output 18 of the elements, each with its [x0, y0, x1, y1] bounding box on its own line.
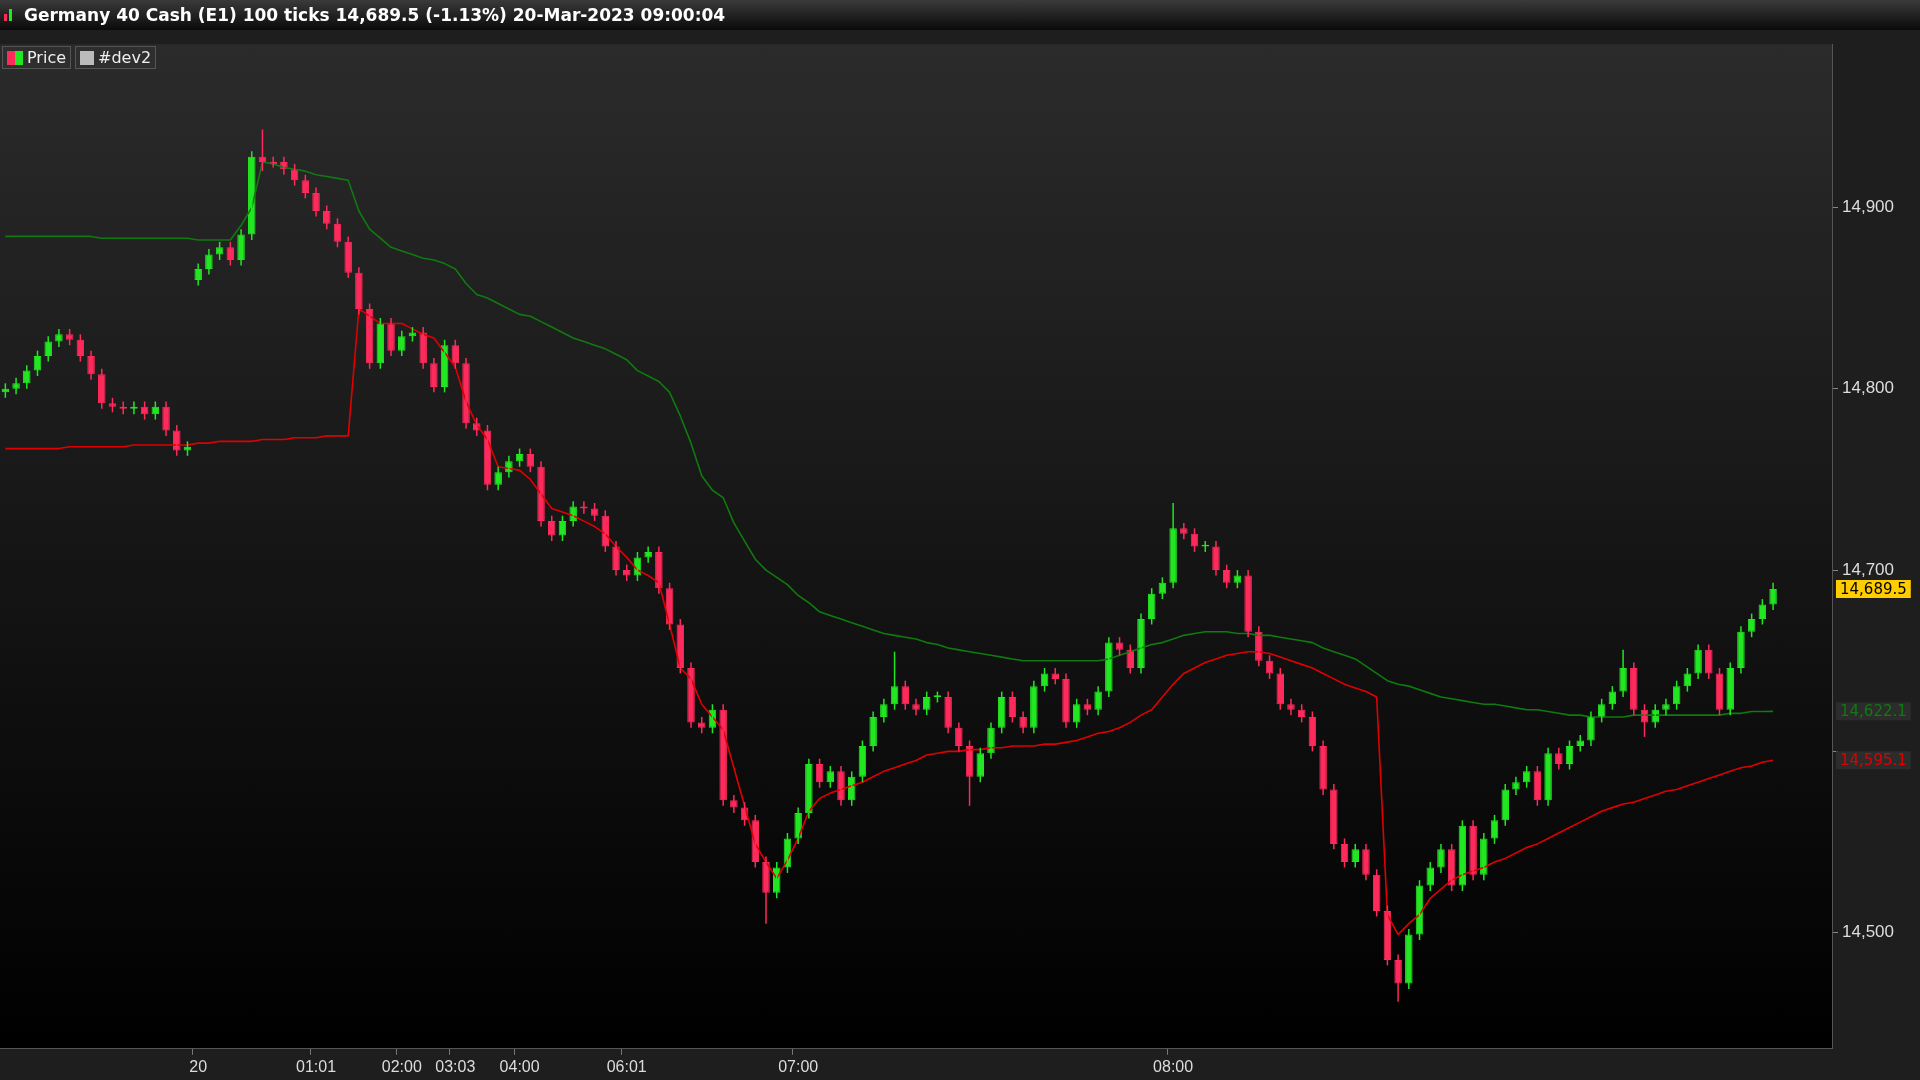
- text: 14,595.1: [1840, 751, 1907, 770]
- y-tick-label: 14,900: [1842, 197, 1894, 217]
- chart-title: Germany 40 Cash (E1) 100 ticks 14,689.5 (-1.13%) 20-Mar-2023 09:00:04: [24, 5, 726, 25]
- x-tick-label: 07:00: [778, 1057, 819, 1075]
- x-tick-label: 01:01: [296, 1057, 337, 1075]
- text: 14,622.1: [1840, 702, 1907, 721]
- x-tick-label: 08:00: [1153, 1057, 1194, 1075]
- x-tick-label: 02:00: [381, 1057, 422, 1075]
- y-tick-label: 14,700: [1842, 559, 1894, 579]
- text: 14,689.5: [1840, 580, 1907, 598]
- x-tick-label: 03:03: [435, 1057, 476, 1075]
- x-tick-label: 20: [189, 1057, 208, 1075]
- y-tick-label: 14,500: [1842, 922, 1894, 942]
- x-tick-label: 04:00: [499, 1057, 540, 1075]
- x-tick-label: 06:01: [606, 1057, 647, 1075]
- y-tick-label: 14,800: [1842, 378, 1894, 398]
- legend-label: Price: [27, 48, 67, 68]
- annotation: #dev2: [98, 48, 152, 68]
